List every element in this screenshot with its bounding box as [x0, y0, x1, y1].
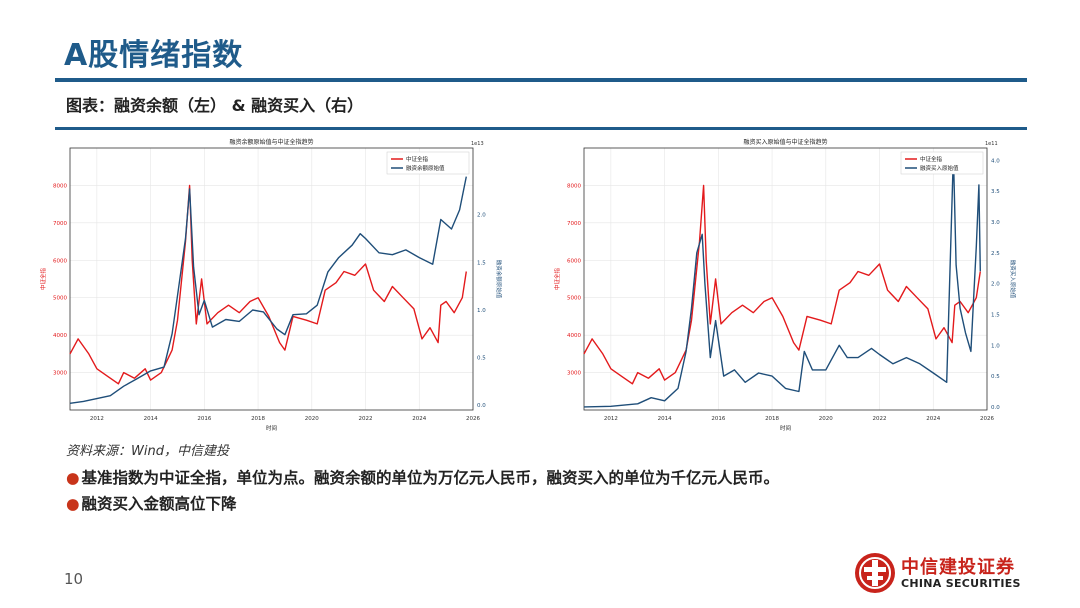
- x-axis-label: 时间: [266, 424, 277, 432]
- caption-rule: [55, 127, 1027, 130]
- y-left-tick-label: 3000: [567, 371, 581, 377]
- y-left-tick-label: 3000: [53, 371, 67, 377]
- y-right-tick-label: 0.0: [991, 405, 1000, 411]
- series-line-2: [583, 153, 981, 408]
- x-tick-label: 2012: [90, 416, 104, 422]
- bullet-text-2: 融资买入金额高位下降: [81, 495, 237, 513]
- y-right-tick-label: 0.5: [477, 356, 486, 362]
- legend-label-1: 中证全指: [406, 155, 429, 163]
- chart-margin-buy: 2012 2014 2016 2018 2020 2022 2024 2026 3000 4000…: [553, 138, 1017, 432]
- legend-box: [900, 151, 984, 175]
- x-tick-label: 2018: [251, 416, 265, 422]
- y-left-tick-label: 7000: [567, 221, 581, 227]
- y-left-tick-label: 8000: [567, 183, 581, 189]
- y-left-axis-label: 中证全指: [39, 268, 47, 291]
- figure-caption: 图表：融资余额（左） & 融资买入（右）: [66, 96, 364, 115]
- page-number: 10: [64, 570, 84, 588]
- y-right-tick-label: 2.0: [991, 282, 1000, 288]
- y-right-tick-label: 3.5: [991, 189, 1000, 195]
- legend-label-1: 中证全指: [920, 155, 943, 163]
- right-axis-exponent: 1e11: [985, 141, 998, 147]
- x-tick-label: 2012: [604, 416, 618, 422]
- logo-name: 中信建投证券: [901, 557, 1015, 578]
- y-left-tick-label: 6000: [567, 258, 581, 264]
- y-right-tick-label: 1.0: [477, 308, 486, 314]
- chart-title: 融资买入原始值与中证全指趋势: [743, 138, 827, 146]
- y-right-tick-label: 1.5: [477, 260, 486, 266]
- y-right-tick-label: 2.5: [991, 251, 1000, 257]
- y-right-tick-label: 4.0: [991, 158, 1000, 164]
- bullet-text-1: 基准指数为中证全指，单位为点。融资余额的单位为万亿元人民币，融资买入的单位为千亿…: [81, 469, 780, 487]
- y-left-tick-label: 7000: [53, 221, 67, 227]
- y-right-axis-label: 融资余额原始值: [495, 260, 503, 299]
- chart-title: 融资余额原始值与中证全指趋势: [229, 138, 313, 146]
- x-tick-label: 2026: [980, 416, 994, 422]
- x-tick-label: 2016: [197, 416, 211, 422]
- x-tick-label: 2016: [711, 416, 725, 422]
- x-tick-label: 2020: [819, 416, 833, 422]
- y-left-tick-label: 4000: [567, 333, 581, 339]
- x-tick-label: 2014: [144, 416, 158, 422]
- y-left-tick-label: 6000: [53, 258, 67, 264]
- source-note: 资料来源：Wind，中信建投: [66, 444, 229, 459]
- logo-english: CHINA SECURITIES: [901, 577, 1021, 590]
- y-right-tick-label: 1.5: [991, 312, 1000, 318]
- legend-label-2: 融资余额原始值: [406, 164, 445, 172]
- x-tick-label: 2024: [926, 416, 940, 422]
- legend-label-2: 融资买入原始值: [920, 164, 959, 172]
- header-rule: [55, 78, 1027, 82]
- y-right-tick-label: 2.0: [477, 213, 486, 219]
- x-tick-label: 2022: [359, 416, 373, 422]
- x-axis-label: 时间: [780, 424, 791, 432]
- page-title: A股情绪指数: [64, 38, 244, 73]
- right-axis-exponent: 1e13: [471, 141, 484, 147]
- plot-frame: [583, 147, 988, 411]
- series-line-2: [69, 176, 467, 404]
- plot-frame: [69, 147, 474, 411]
- y-left-tick-label: 5000: [567, 296, 581, 302]
- x-tick-label: 2026: [466, 416, 480, 422]
- company-logo: 中信建投证券 CHINA SECURITIES: [853, 551, 1033, 597]
- y-right-axis-label: 融资买入原始值: [1009, 260, 1017, 299]
- bullet-dot-icon: ●: [66, 469, 80, 487]
- series-line-1: [583, 184, 981, 385]
- bullet-dot-icon: ●: [66, 495, 80, 513]
- logo-emblem-icon: [855, 553, 895, 593]
- bullet-point-1: ● 基准指数为中证全指，单位为点。融资余额的单位为万亿元人民币，融资买入的单位为千…: [66, 466, 779, 488]
- x-tick-label: 2022: [873, 416, 887, 422]
- y-left-tick-label: 8000: [53, 183, 67, 189]
- y-left-tick-label: 4000: [53, 333, 67, 339]
- y-right-tick-label: 0.5: [991, 374, 1000, 380]
- y-right-tick-label: 3.0: [991, 220, 1000, 226]
- y-left-tick-label: 5000: [53, 296, 67, 302]
- y-right-tick-label: 1.0: [991, 343, 1000, 349]
- chart-margin-balance: 2012 2014 2016 2018 2020 2022 2024 2026 3000 4000…: [39, 138, 503, 432]
- x-tick-label: 2014: [658, 416, 672, 422]
- series-line-1: [69, 184, 467, 385]
- legend-box: [386, 151, 470, 175]
- x-tick-label: 2020: [305, 416, 319, 422]
- x-tick-label: 2024: [412, 416, 426, 422]
- x-tick-label: 2018: [765, 416, 779, 422]
- bullet-point-2: ● 融资买入金额高位下降: [66, 492, 237, 514]
- y-right-tick-label: 0.0: [477, 403, 486, 409]
- y-left-axis-label: 中证全指: [553, 268, 561, 291]
